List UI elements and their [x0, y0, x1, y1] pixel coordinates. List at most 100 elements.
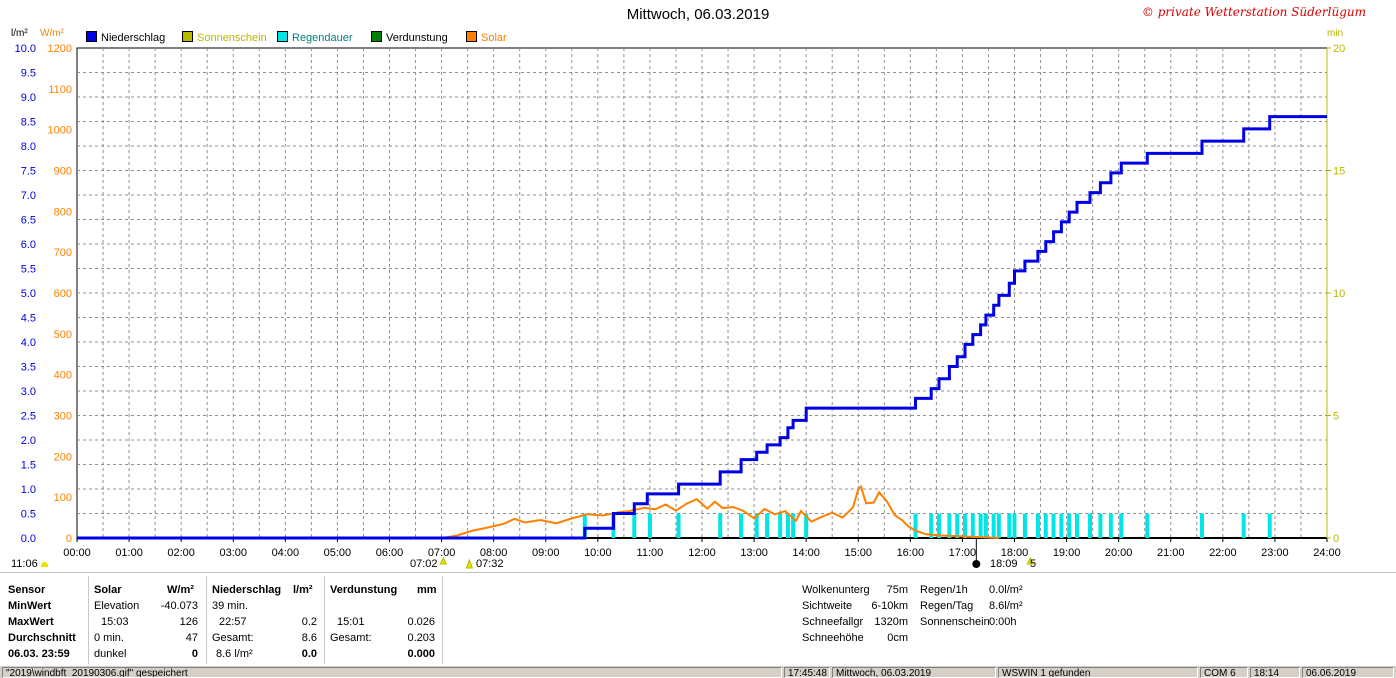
regendauer-bar — [1022, 513, 1027, 538]
y-tick-label-solar: 100 — [54, 492, 72, 504]
regendauer-bar — [785, 513, 790, 538]
regendauer-bar — [1241, 513, 1246, 538]
x-tick-label: 23:00 — [1261, 547, 1289, 559]
legend-swatch — [182, 31, 193, 42]
legend-item-sonnenschein[interactable]: Sonnenschein — [182, 31, 267, 44]
x-tick-label: 17:00 — [949, 547, 977, 559]
y-tick-label-precip: 8.0 — [21, 141, 36, 153]
regendauer-bar — [955, 513, 960, 538]
y-tick-label-precip: 7.0 — [21, 190, 36, 202]
evap-header: Verdunstung — [330, 584, 398, 596]
y-tick-label-solar: 900 — [54, 166, 72, 178]
regendauer-bar — [1059, 513, 1064, 538]
x-tick-label: 13:00 — [740, 547, 768, 559]
solar-max-label: 15:03 — [101, 616, 129, 628]
y-tick-label-precip: 4.5 — [21, 313, 36, 325]
misc-label-schneefallgr: Schneefallgr — [802, 616, 864, 628]
y-tick-label-solar: 500 — [54, 329, 72, 341]
x-tick-label: 16:00 — [897, 547, 925, 559]
x-tick-label: 01:00 — [115, 547, 143, 559]
status-device: WSWIN 1 gefunden — [998, 667, 1198, 678]
regendauer-bar — [1119, 513, 1124, 538]
regen-value-tag: 8.6l/m² — [989, 600, 1023, 612]
solar-current-value: 0 — [191, 648, 198, 660]
y-tick-label-solar: 1100 — [48, 84, 72, 96]
x-tick-label: 09:00 — [532, 547, 560, 559]
legend-swatch — [277, 31, 288, 42]
x-tick-label: 24:00 — [1313, 547, 1341, 559]
regen-value-sonne: 0:00h — [989, 616, 1017, 628]
status-date: Mittwoch, 06.03.2019 — [832, 667, 996, 678]
regendauer-bar — [632, 513, 637, 538]
regendauer-bar — [947, 513, 952, 538]
series-regendauer — [582, 513, 1272, 538]
x-tick-label: 10:00 — [584, 547, 612, 559]
y-tick-label-precip: 3.0 — [21, 386, 36, 398]
solar-current-label: dunkel — [94, 648, 127, 660]
x-tick-label: 03:00 — [219, 547, 247, 559]
legend-item-regendauer[interactable]: Regendauer — [277, 31, 353, 44]
sensor-header: Sensor — [8, 584, 46, 596]
precip-current-label: 8.6 l/m² — [216, 648, 253, 660]
x-tick-label: 07:00 — [428, 547, 456, 559]
left-axis-solar-ticks: 0 100 200 300 400 500 600 700 800 900 1000 1100 1200 — [48, 43, 72, 545]
regendauer-bar — [978, 513, 983, 538]
regendauer-bar — [1088, 513, 1093, 538]
divider — [442, 576, 443, 664]
y-tick-label-solar: 300 — [54, 411, 72, 423]
x-tick-label: 19:00 — [1053, 547, 1081, 559]
series-solar — [77, 484, 999, 539]
right-axis-minutes-ticks: 0 5 10 15 20 — [1327, 43, 1345, 545]
moon-marker — [972, 560, 981, 568]
unit-precip-label: l/m² — [11, 28, 28, 39]
y-tick-label-precip: 9.5 — [21, 68, 36, 80]
regendauer-bar — [804, 513, 809, 538]
y-tick-label-solar: 0 — [66, 533, 72, 545]
status-time: 17:45:48 — [784, 667, 830, 678]
regen-value-1h: 0.0l/m² — [989, 584, 1023, 596]
y-tick-label-precip: 1.5 — [21, 460, 36, 472]
x-tick-label: 20:00 — [1105, 547, 1133, 559]
sensor-row-max: MaxWert — [8, 616, 54, 628]
left-axis-precip-ticks: 0.0 0.5 1.0 1.5 2.0 2.5 3.0 3.5 4.0 4.5 5.0 5.5 6.0 6… — [15, 43, 36, 545]
chart-grid — [76, 47, 1328, 539]
legend-item-verdunstung[interactable]: Verdunstung — [371, 31, 448, 44]
regendauer-bar — [1067, 513, 1072, 538]
weather-chart: 00:00 01:00 02:00 03:00 04:00 05:00 06:00 07:00… — [15, 43, 1345, 569]
x-tick-label: 00:00 — [63, 547, 91, 559]
regen-label-sonne: Sonnenschein — [920, 616, 990, 628]
sun-markers — [439, 538, 1035, 569]
precip-header: Niederschlag — [212, 584, 282, 596]
y-tick-label-precip: 0.5 — [21, 509, 36, 521]
regendauer-bar — [963, 513, 968, 538]
y-tick-label-precip: 2.0 — [21, 435, 36, 447]
x-tick-label: 18:00 — [1001, 547, 1029, 559]
regen-label-tag: Regen/Tag — [920, 600, 974, 612]
niederschlag-line — [77, 115, 1327, 540]
y-tick-label-solar: 600 — [54, 288, 72, 300]
regendauer-bar — [647, 513, 652, 538]
regendauer-bar — [1200, 513, 1204, 538]
x-tick-label: 14:00 — [792, 547, 820, 559]
regendauer-bar — [778, 513, 783, 538]
y-tick-label-precip: 3.5 — [21, 362, 36, 374]
status-port: COM 6 — [1200, 667, 1248, 678]
precip-max-label: 22:57 — [219, 616, 247, 628]
y-tick-label-minutes: 20 — [1333, 43, 1345, 55]
y-tick-label-precip: 7.5 — [21, 166, 36, 178]
precip-total-value: 8.6 — [301, 632, 317, 644]
legend-item-solar[interactable]: Solar — [466, 31, 507, 44]
legend-label: Verdunstung — [386, 32, 448, 44]
misc-value-schneehoehe: 0cm — [887, 632, 908, 644]
legend-swatch — [466, 31, 477, 42]
legend-item-niederschlag[interactable]: Niederschlag — [86, 31, 165, 44]
sensor-row-min: MinWert — [8, 600, 52, 612]
day-length-value: 11:06 — [11, 558, 38, 570]
regendauer-bar — [913, 513, 918, 538]
y-tick-label-precip: 1.0 — [21, 484, 36, 496]
precip-total-label: Gesamt: — [212, 632, 254, 644]
precip-unit: l/m² — [293, 584, 313, 596]
regendauer-bar — [1108, 513, 1113, 538]
sunset-extra-label: 5 — [1030, 558, 1037, 570]
regendauer-bar — [970, 513, 975, 538]
